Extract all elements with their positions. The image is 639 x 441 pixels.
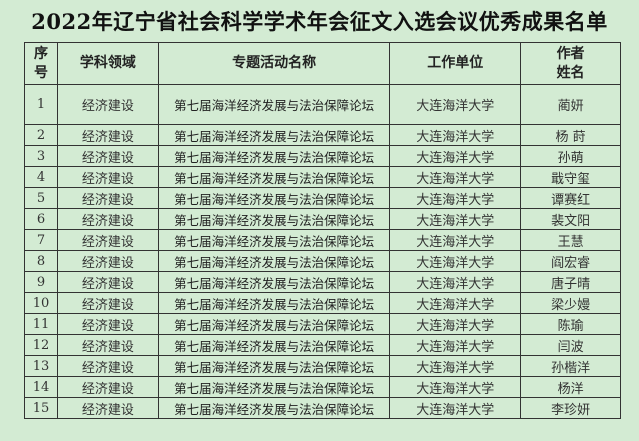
cell-col-unit: 大连海洋大学: [389, 84, 522, 125]
cell-col-author: 孙楷洋: [520, 355, 621, 377]
cell-col-author: 闫波: [520, 334, 621, 356]
cell-col-field: 经济建设: [56, 208, 159, 230]
results-table: 序 号学科领域 专题活动名称 工作单位 作者 姓名 1 经济建设 第七届海洋经济发展与法治…: [24, 42, 621, 419]
cell-col-unit: 大连海洋大学: [389, 271, 522, 293]
cell-col-index: 10: [24, 292, 58, 314]
cell-col-unit: 大连海洋大学: [389, 355, 522, 377]
cell-col-author: 蔺妍: [520, 84, 621, 125]
cell-col-unit: 大连海洋大学: [389, 334, 522, 356]
cell-col-author: 杨洋: [520, 376, 621, 398]
cell-col-topic: 第七届海洋经济发展与法治保障论坛: [157, 376, 391, 398]
cell-col-topic: 第七届海洋经济发展与法治保障论坛: [157, 397, 391, 419]
cell-col-author: 王慧: [520, 229, 621, 251]
cell-col-topic: 第七届海洋经济发展与法治保障论坛: [157, 145, 391, 167]
cell-col-author: 阎宏睿: [520, 250, 621, 272]
cell-col-unit: 大连海洋大学: [389, 250, 522, 272]
cell-col-author: 孙萌: [520, 145, 621, 167]
cell-col-index: 15: [24, 397, 58, 419]
cell-col-index: 9: [24, 271, 58, 293]
page-title: 2022年辽宁省社会科学学术年会征文入选会议优秀成果名单: [31, 9, 608, 34]
cell-col-index: 1: [24, 84, 58, 125]
cell-col-unit: 大连海洋大学: [389, 292, 522, 314]
cell-col-unit: 大连海洋大学: [389, 166, 522, 188]
cell-col-topic: 第七届海洋经济发展与法治保障论坛: [157, 166, 391, 188]
cell-col-field: 经济建设: [56, 355, 159, 377]
header-col-author: 作者 姓名: [520, 42, 621, 85]
header-col-unit: 工作单位: [389, 42, 522, 85]
cell-col-unit: 大连海洋大学: [389, 376, 522, 398]
cell-col-unit: 大连海洋大学: [389, 187, 522, 209]
table-row: 12 经济建设 第七届海洋经济发展与法治保障论坛 大连海洋大学 闫波: [24, 334, 621, 356]
cell-col-field: 经济建设: [56, 334, 159, 356]
cell-col-index: 5: [24, 187, 58, 209]
cell-col-topic: 第七届海洋经济发展与法治保障论坛: [157, 292, 391, 314]
table-row: 10 经济建设 第七届海洋经济发展与法治保障论坛 大连海洋大学 梁少嫚: [24, 292, 621, 314]
table-row: 6 经济建设 第七届海洋经济发展与法治保障论坛 大连海洋大学 裴文阳: [24, 208, 621, 230]
cell-col-unit: 大连海洋大学: [389, 145, 522, 167]
cell-col-topic: 第七届海洋经济发展与法治保障论坛: [157, 313, 391, 335]
cell-col-author: 陈瑜: [520, 313, 621, 335]
cell-col-unit: 大连海洋大学: [389, 313, 522, 335]
table-header-row: 序 号学科领域 专题活动名称 工作单位 作者 姓名: [24, 42, 621, 85]
table-row: 3 经济建设 第七届海洋经济发展与法治保障论坛 大连海洋大学 孙萌: [24, 145, 621, 167]
cell-col-field: 经济建设: [56, 376, 159, 398]
cell-col-field: 经济建设: [56, 124, 159, 146]
cell-col-field: 经济建设: [56, 313, 159, 335]
cell-col-index: 12: [24, 334, 58, 356]
cell-col-index: 2: [24, 124, 58, 146]
cell-col-index: 7: [24, 229, 58, 251]
cell-col-unit: 大连海洋大学: [389, 208, 522, 230]
cell-col-author: 谭赛红: [520, 187, 621, 209]
table-row: 13 经济建设 第七届海洋经济发展与法治保障论坛 大连海洋大学 孙楷洋: [24, 355, 621, 377]
cell-col-topic: 第七届海洋经济发展与法治保障论坛: [157, 84, 391, 125]
cell-col-field: 经济建设: [56, 271, 159, 293]
cell-col-unit: 大连海洋大学: [389, 229, 522, 251]
cell-col-index: 6: [24, 208, 58, 230]
table-row: 2 经济建设 第七届海洋经济发展与法治保障论坛 大连海洋大学杨 莳: [24, 124, 621, 146]
cell-col-author: 李珍妍: [520, 397, 621, 419]
header-col-topic: 专题活动名称: [157, 42, 391, 85]
table-row: 4 经济建设 第七届海洋经济发展与法治保障论坛 大连海洋大学 戢守玺: [24, 166, 621, 188]
table-row: 9 经济建设 第七届海洋经济发展与法治保障论坛 大连海洋大学 唐子晴: [24, 271, 621, 293]
cell-col-author: 唐子晴: [520, 271, 621, 293]
table-row: 11 经济建设 第七届海洋经济发展与法治保障论坛 大连海洋大学 陈瑜: [24, 313, 621, 335]
table-row: 15 经济建设 第七届海洋经济发展与法治保障论坛 大连海洋大学 李珍妍: [24, 397, 621, 419]
cell-col-unit: 大连海洋大学: [389, 124, 522, 146]
cell-col-author: 杨 莳: [520, 124, 621, 146]
cell-col-field: 经济建设: [56, 84, 159, 125]
cell-col-author: 裴文阳: [520, 208, 621, 230]
table-row: 5 经济建设 第七届海洋经济发展与法治保障论坛 大连海洋大学 谭赛红: [24, 187, 621, 209]
cell-col-author: 戢守玺: [520, 166, 621, 188]
table-row: 8 经济建设 第七届海洋经济发展与法治保障论坛 大连海洋大学 阎宏睿: [24, 250, 621, 272]
cell-col-field: 经济建设: [56, 145, 159, 167]
cell-col-index: 3: [24, 145, 58, 167]
cell-col-topic: 第七届海洋经济发展与法治保障论坛: [157, 355, 391, 377]
cell-col-topic: 第七届海洋经济发展与法治保障论坛: [157, 334, 391, 356]
cell-col-index: 14: [24, 376, 58, 398]
cell-col-topic: 第七届海洋经济发展与法治保障论坛: [157, 124, 391, 146]
cell-col-unit: 大连海洋大学: [389, 397, 522, 419]
cell-col-field: 经济建设: [56, 397, 159, 419]
table-row: 14 经济建设 第七届海洋经济发展与法治保障论坛 大连海洋大学 杨洋: [24, 376, 621, 398]
header-col-index: 序 号: [24, 42, 58, 85]
header-col-field: 学科领域: [56, 42, 159, 85]
cell-col-field: 经济建设: [56, 292, 159, 314]
cell-col-field: 经济建设: [56, 166, 159, 188]
cell-col-field: 经济建设: [56, 250, 159, 272]
table-row: 7 经济建设 第七届海洋经济发展与法治保障论坛 大连海洋大学 王慧: [24, 229, 621, 251]
table-row: 1 经济建设 第七届海洋经济发展与法治保障论坛 大连海洋大学 蔺妍: [24, 84, 621, 125]
cell-col-topic: 第七届海洋经济发展与法治保障论坛: [157, 271, 391, 293]
cell-col-field: 经济建设: [56, 229, 159, 251]
cell-col-index: 4: [24, 166, 58, 188]
cell-col-index: 13: [24, 355, 58, 377]
cell-col-author: 梁少嫚: [520, 292, 621, 314]
cell-col-field: 经济建设: [56, 187, 159, 209]
cell-col-topic: 第七届海洋经济发展与法治保障论坛: [157, 229, 391, 251]
cell-col-topic: 第七届海洋经济发展与法治保障论坛: [157, 250, 391, 272]
cell-col-index: 11: [24, 313, 58, 335]
cell-col-topic: 第七届海洋经济发展与法治保障论坛: [157, 208, 391, 230]
cell-col-index: 8: [24, 250, 58, 272]
cell-col-topic: 第七届海洋经济发展与法治保障论坛: [157, 187, 391, 209]
